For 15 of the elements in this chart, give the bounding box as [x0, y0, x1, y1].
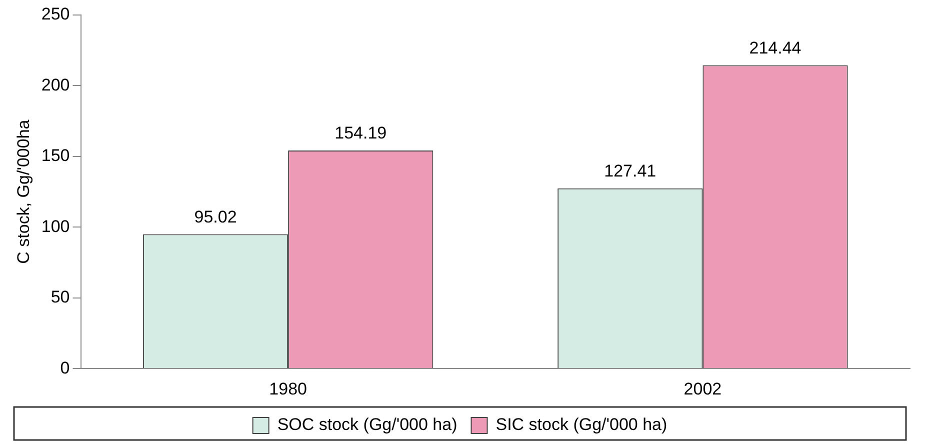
y-axis-title: C stock, Gg/'000ha	[14, 119, 33, 264]
y-tick-label: 200	[41, 75, 70, 94]
data-label: 154.19	[334, 124, 387, 143]
y-tick-label: 150	[41, 146, 70, 166]
data-label: 95.02	[194, 207, 237, 226]
x-tick-label: 2002	[684, 379, 722, 398]
y-tick-label: 50	[50, 288, 70, 307]
data-label: 127.41	[604, 162, 656, 181]
y-tick-label: 0	[60, 358, 70, 378]
legend-label: SOC stock (Gg/'000 ha)	[277, 415, 458, 434]
data-label: 214.44	[749, 38, 802, 58]
y-tick-label: 100	[41, 216, 70, 236]
x-tick-label: 1980	[269, 379, 307, 398]
legend-label: SIC stock (Gg/'000 ha)	[496, 415, 668, 434]
y-tick-label: 250	[41, 4, 70, 24]
